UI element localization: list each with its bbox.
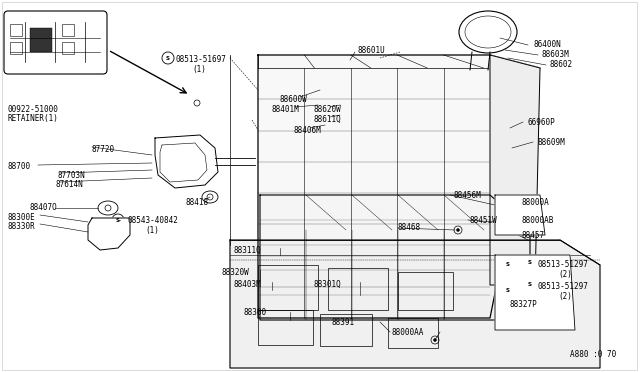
Text: S: S (116, 218, 120, 222)
Text: 88300: 88300 (243, 308, 266, 317)
Bar (328, 268, 388, 310)
Text: 88000AB: 88000AB (522, 216, 554, 225)
Text: 88609M: 88609M (537, 138, 564, 147)
Text: (1): (1) (145, 226, 159, 235)
Text: 88327P: 88327P (510, 300, 538, 309)
Polygon shape (495, 255, 575, 330)
Text: 88611Q: 88611Q (313, 115, 340, 124)
Text: 08513-51297: 08513-51297 (538, 282, 589, 291)
Circle shape (534, 201, 536, 203)
Text: S: S (506, 288, 510, 292)
Circle shape (496, 220, 500, 224)
Text: (2): (2) (558, 270, 572, 279)
Text: 88311Q: 88311Q (234, 246, 262, 255)
Text: 88300E: 88300E (8, 213, 36, 222)
Polygon shape (260, 195, 530, 320)
Text: 86400N: 86400N (533, 40, 561, 49)
Polygon shape (490, 55, 540, 285)
Text: 88603M: 88603M (542, 50, 570, 59)
Text: 88451W: 88451W (470, 216, 498, 225)
Text: 87720: 87720 (92, 145, 115, 154)
Text: 88468: 88468 (397, 223, 420, 232)
Text: A880 :0 70: A880 :0 70 (570, 350, 616, 359)
Text: 08513-51697: 08513-51697 (176, 55, 227, 64)
Bar (62, 24, 74, 36)
Text: 88330R: 88330R (8, 222, 36, 231)
Text: 88457: 88457 (522, 231, 545, 240)
Text: 88418: 88418 (185, 198, 208, 207)
Text: 88301Q: 88301Q (313, 280, 340, 289)
Bar (258, 265, 318, 310)
Text: S: S (528, 260, 532, 264)
Bar (62, 42, 74, 54)
Text: 88620W: 88620W (313, 105, 340, 114)
Text: S: S (528, 282, 532, 286)
Text: S: S (506, 263, 510, 267)
Text: 88700: 88700 (8, 162, 31, 171)
Polygon shape (88, 218, 130, 250)
Bar (320, 314, 372, 346)
Text: 88403M: 88403M (234, 280, 262, 289)
Text: 88391: 88391 (332, 318, 355, 327)
Text: 88000A: 88000A (522, 198, 550, 207)
Text: 88000AA: 88000AA (392, 328, 424, 337)
Bar (388, 318, 438, 348)
Text: S: S (166, 55, 170, 61)
Text: 88602: 88602 (550, 60, 573, 69)
Circle shape (433, 339, 436, 341)
Text: 66960P: 66960P (527, 118, 555, 127)
Bar (10, 42, 22, 54)
Text: 87614N: 87614N (55, 180, 83, 189)
Circle shape (456, 228, 460, 231)
Bar (30, 28, 52, 52)
Text: 88407O: 88407O (30, 203, 58, 212)
Bar (258, 310, 313, 345)
Text: 88601U: 88601U (357, 46, 385, 55)
Polygon shape (155, 135, 218, 188)
Text: 88456M: 88456M (453, 191, 481, 200)
Text: (1): (1) (192, 65, 206, 74)
Text: 87703N: 87703N (58, 171, 86, 180)
Bar (10, 24, 22, 36)
Text: 88600W: 88600W (280, 95, 308, 104)
Text: 88406M: 88406M (293, 126, 321, 135)
Bar (398, 272, 453, 310)
Polygon shape (258, 55, 540, 318)
Text: 08513-51297: 08513-51297 (538, 260, 589, 269)
Polygon shape (495, 195, 545, 235)
Text: 08543-40842: 08543-40842 (128, 216, 179, 225)
Polygon shape (230, 240, 600, 368)
Text: RETAINER(1): RETAINER(1) (8, 114, 59, 123)
Text: 88401M: 88401M (272, 105, 300, 114)
Text: (2): (2) (558, 292, 572, 301)
Text: 00922-51000: 00922-51000 (8, 105, 59, 114)
Text: 88320W: 88320W (222, 268, 250, 277)
